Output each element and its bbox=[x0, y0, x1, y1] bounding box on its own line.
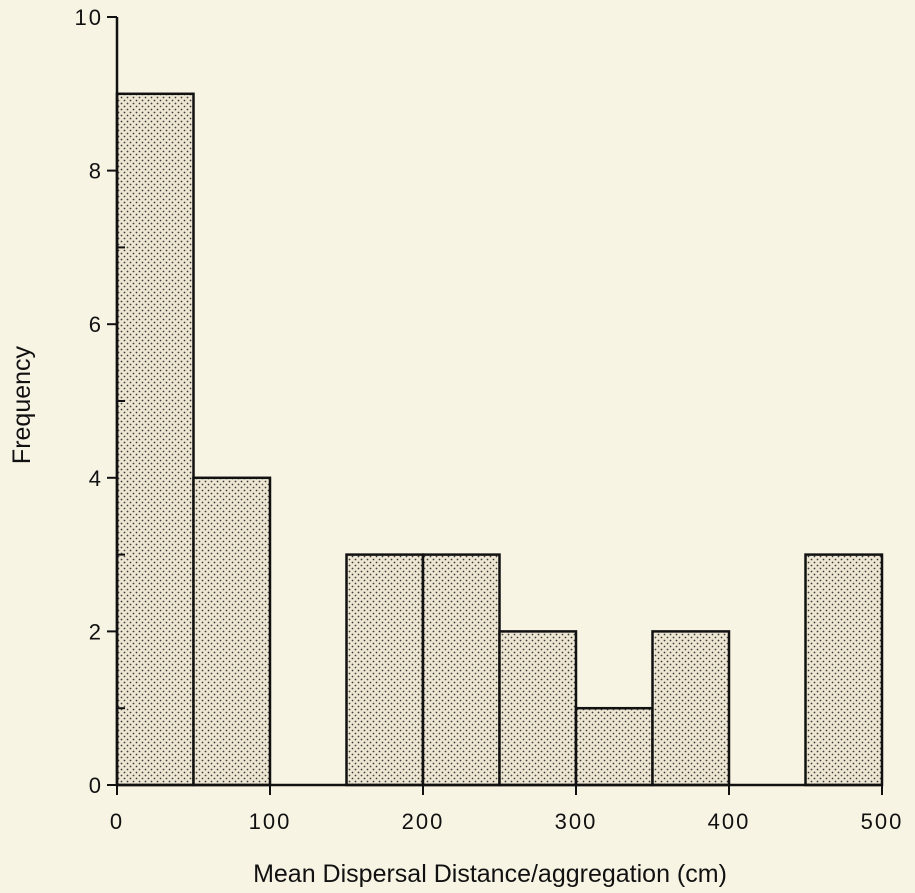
x-tick-label: 500 bbox=[861, 809, 904, 834]
histogram-bar-300-350 bbox=[574, 706, 654, 787]
y-tick-label: 10 bbox=[75, 5, 103, 30]
x-axis-title: Mean Dispersal Distance/aggregation (cm) bbox=[253, 860, 727, 888]
x-tick-label: 100 bbox=[249, 809, 292, 834]
y-tick-label: 2 bbox=[89, 619, 103, 644]
histogram-bar-200-250 bbox=[421, 553, 501, 787]
axes-group bbox=[107, 16, 883, 795]
y-tick-label: 8 bbox=[89, 159, 103, 184]
x-tick-label: 300 bbox=[555, 809, 598, 834]
y-axis-title: Frequency bbox=[8, 345, 36, 464]
bars-group bbox=[115, 92, 884, 787]
histogram-bar-450-500 bbox=[804, 553, 884, 787]
histogram-bar-50-100 bbox=[192, 476, 272, 787]
histogram-bar-0-50 bbox=[115, 92, 195, 787]
histogram-bar-150-200 bbox=[345, 553, 425, 787]
histogram-bar-350-400 bbox=[651, 630, 731, 787]
histogram-bar-250-300 bbox=[498, 630, 578, 787]
x-tick-label: 0 bbox=[110, 809, 124, 834]
y-tick-label: 6 bbox=[89, 312, 103, 337]
y-tick-label: 0 bbox=[89, 773, 103, 798]
y-tick-label: 4 bbox=[89, 466, 103, 491]
x-tick-label: 200 bbox=[402, 809, 445, 834]
x-tick-label: 400 bbox=[708, 809, 751, 834]
